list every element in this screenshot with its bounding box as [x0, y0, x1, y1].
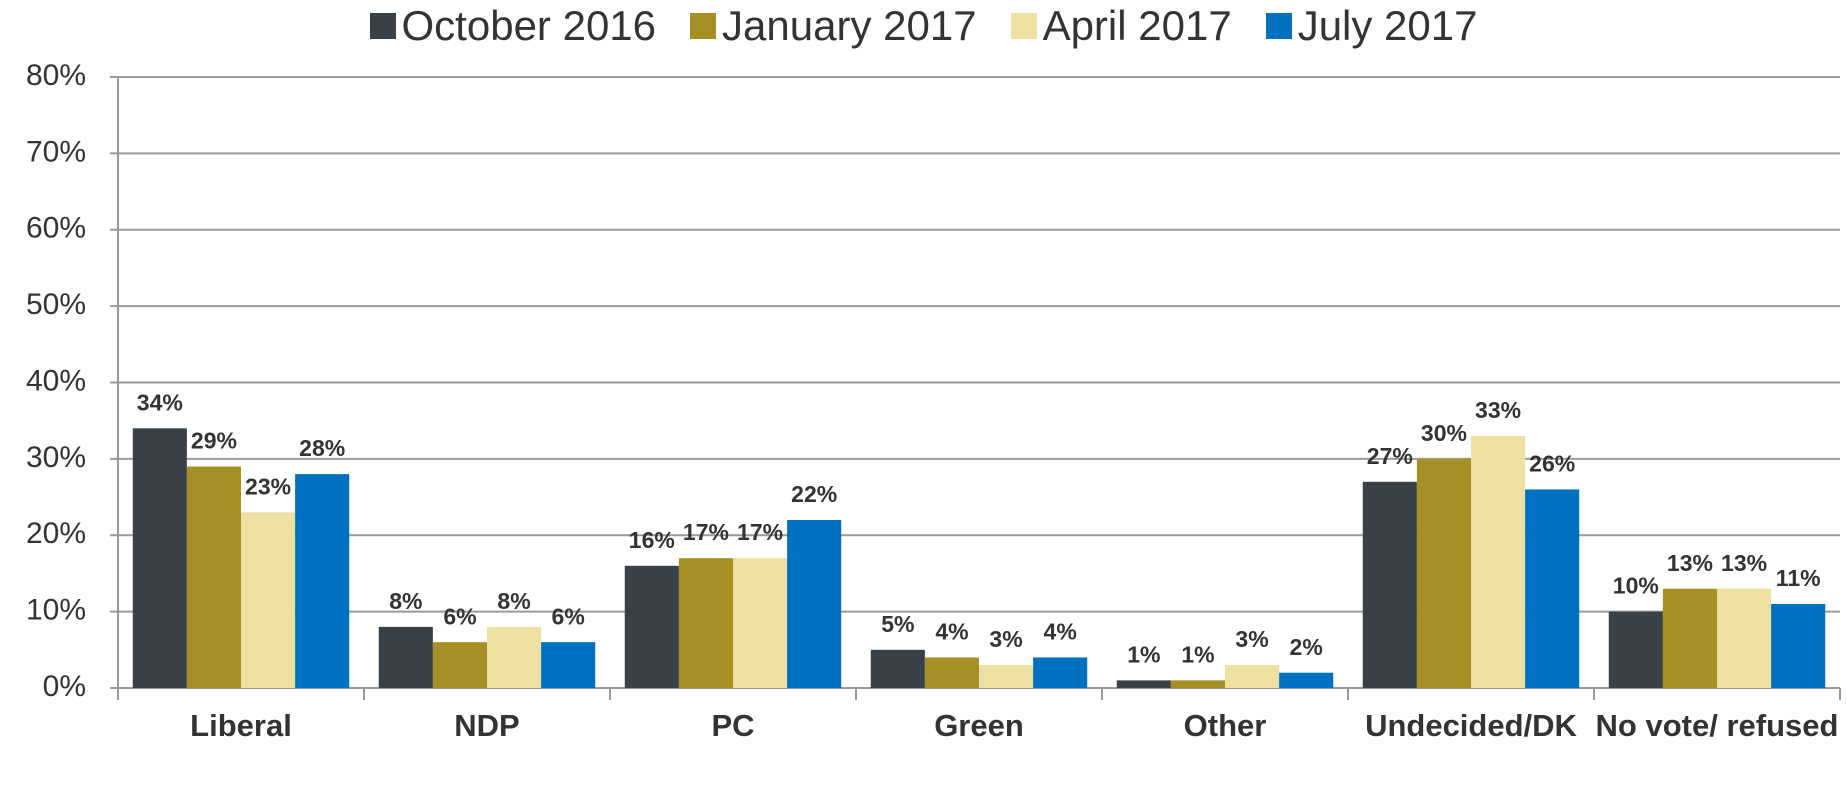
value-label: 22%	[791, 481, 837, 507]
value-label: 13%	[1667, 550, 1713, 576]
value-label: 3%	[989, 626, 1022, 652]
value-label: 8%	[389, 588, 422, 614]
legend-swatch	[690, 13, 717, 39]
legend-swatch	[369, 13, 396, 39]
bar	[241, 512, 296, 688]
legend-item: October 2016	[369, 2, 657, 50]
bar	[979, 665, 1034, 688]
legend-label: January 2017	[722, 2, 977, 49]
value-label: 17%	[737, 519, 783, 545]
value-label: 28%	[299, 435, 345, 461]
value-label: 27%	[1367, 443, 1413, 469]
value-label: 33%	[1475, 397, 1521, 423]
legend-item: January 2017	[690, 2, 977, 50]
value-label: 1%	[1127, 641, 1160, 667]
value-label: 23%	[245, 473, 291, 499]
value-label: 26%	[1529, 451, 1575, 477]
value-label: 2%	[1290, 634, 1323, 660]
bar	[733, 558, 788, 688]
bar	[1662, 588, 1717, 688]
value-label: 13%	[1721, 550, 1767, 576]
bar	[487, 626, 542, 688]
value-label: 29%	[191, 428, 237, 454]
x-tick-label: PC	[711, 708, 755, 743]
bar	[541, 642, 596, 688]
x-tick-label: No vote/ refused	[1595, 708, 1839, 743]
y-tick-label: 60%	[26, 212, 86, 245]
value-label: 6%	[552, 603, 585, 629]
bar	[132, 428, 187, 688]
x-tick-label: NDP	[454, 708, 520, 743]
bar	[787, 519, 842, 688]
legend-label: July 2017	[1297, 2, 1478, 49]
y-tick-label: 50%	[26, 288, 86, 321]
y-tick-label: 30%	[26, 441, 86, 474]
bar	[1471, 435, 1526, 688]
bar	[1771, 603, 1826, 688]
value-label: 11%	[1776, 565, 1821, 591]
value-label: 30%	[1421, 420, 1467, 446]
legend-item: April 2017	[1010, 2, 1232, 50]
legend-item: July 2017	[1265, 2, 1478, 50]
bar	[378, 626, 433, 688]
value-label: 4%	[1044, 619, 1077, 645]
bar	[1525, 489, 1580, 688]
bar	[924, 657, 979, 688]
legend: October 2016 January 2017 April 2017 July 2…	[0, 2, 1847, 50]
bar	[1362, 481, 1417, 688]
y-tick-label: 70%	[26, 135, 86, 168]
y-tick-label: 80%	[26, 59, 86, 92]
bar	[1608, 611, 1663, 688]
value-label: 17%	[683, 519, 729, 545]
legend-swatch	[1010, 13, 1037, 39]
legend-swatch	[1265, 13, 1292, 39]
value-label: 8%	[497, 588, 530, 614]
x-tick-label: Other	[1183, 708, 1267, 743]
y-tick-label: 20%	[26, 517, 86, 550]
bar	[870, 649, 925, 688]
y-tick-label: 10%	[26, 594, 86, 627]
x-tick-label: Green	[934, 708, 1024, 743]
value-label: 5%	[881, 611, 914, 637]
bar	[624, 565, 679, 688]
value-label: 16%	[629, 527, 675, 553]
value-label: 4%	[935, 619, 968, 645]
value-label: 3%	[1235, 626, 1268, 652]
value-label: 1%	[1181, 641, 1214, 667]
value-label: 6%	[443, 603, 476, 629]
bar	[678, 558, 733, 688]
bar	[1279, 672, 1334, 688]
bar	[1170, 680, 1225, 688]
bar	[295, 474, 350, 688]
legend-label: April 2017	[1042, 2, 1232, 49]
y-tick-label: 40%	[26, 364, 86, 397]
x-tick-label: Undecided/DK	[1365, 708, 1577, 743]
bar	[1033, 657, 1088, 688]
bar	[1416, 458, 1471, 688]
bar	[432, 642, 487, 688]
bar	[1225, 665, 1280, 688]
x-tick-label: Liberal	[190, 708, 292, 743]
value-label: 34%	[137, 389, 183, 415]
y-tick-label: 0%	[43, 670, 86, 703]
legend-label: October 2016	[401, 2, 657, 49]
bar	[1717, 588, 1772, 688]
bar	[1116, 680, 1171, 688]
value-label: 10%	[1613, 573, 1659, 599]
bar	[186, 466, 241, 688]
